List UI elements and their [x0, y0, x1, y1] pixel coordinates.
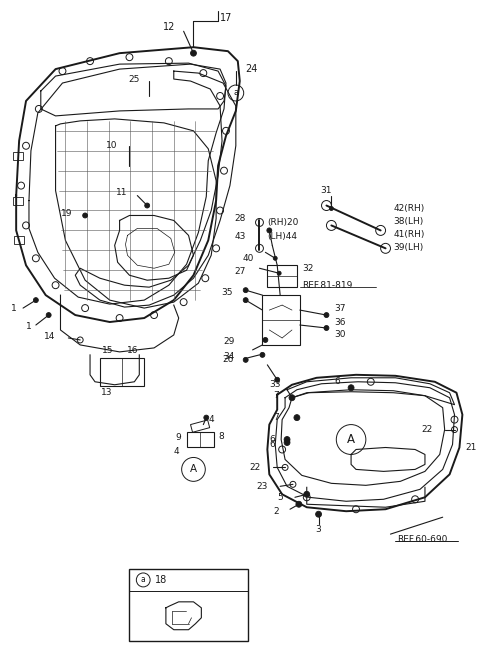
Circle shape	[46, 312, 51, 318]
Bar	[100, 358, 144, 386]
Circle shape	[275, 377, 280, 382]
Text: 2: 2	[274, 506, 279, 516]
Text: 39(LH): 39(LH)	[394, 243, 424, 252]
Circle shape	[316, 511, 322, 517]
Text: 26: 26	[223, 356, 234, 364]
Circle shape	[329, 207, 333, 211]
Text: 7: 7	[274, 413, 279, 422]
Text: 33: 33	[269, 380, 281, 389]
Bar	[267, 265, 297, 287]
Text: a: a	[233, 89, 239, 98]
Text: 8: 8	[218, 432, 224, 441]
Circle shape	[34, 298, 38, 302]
Text: 19: 19	[61, 209, 72, 218]
Circle shape	[284, 440, 290, 445]
Text: 21: 21	[465, 443, 477, 452]
Text: 34: 34	[224, 352, 235, 361]
Circle shape	[267, 228, 272, 233]
Bar	[187, 432, 214, 447]
Text: 1: 1	[11, 304, 17, 313]
Text: 38(LH): 38(LH)	[394, 217, 424, 226]
Circle shape	[144, 203, 150, 208]
Text: 36: 36	[335, 318, 346, 327]
Text: A: A	[347, 433, 355, 446]
Text: 23: 23	[256, 482, 267, 491]
Text: 27: 27	[234, 267, 246, 276]
Text: REF.81-819: REF.81-819	[302, 281, 352, 290]
Circle shape	[294, 415, 300, 420]
Circle shape	[289, 395, 295, 401]
Text: 12: 12	[163, 22, 176, 32]
Text: 11: 11	[116, 188, 128, 197]
Text: (LH)44: (LH)44	[267, 232, 297, 241]
Text: 6: 6	[335, 377, 340, 386]
Circle shape	[191, 50, 196, 56]
Text: 42(RH): 42(RH)	[394, 204, 425, 213]
Text: 10: 10	[106, 141, 118, 150]
Bar	[263, 295, 300, 345]
Text: 40: 40	[242, 254, 253, 263]
Text: 43: 43	[234, 232, 246, 241]
Text: 4: 4	[208, 415, 214, 424]
Text: 22: 22	[421, 425, 433, 434]
Circle shape	[263, 337, 268, 342]
Text: a: a	[141, 575, 145, 584]
Bar	[13, 197, 23, 205]
Circle shape	[348, 385, 354, 391]
Text: 5: 5	[277, 493, 283, 502]
Circle shape	[260, 352, 265, 358]
Text: 30: 30	[335, 331, 346, 339]
Circle shape	[273, 256, 277, 260]
Text: A: A	[190, 464, 197, 474]
Circle shape	[204, 415, 209, 420]
Bar	[14, 236, 24, 244]
Text: 37: 37	[335, 304, 346, 313]
Text: 9: 9	[175, 433, 180, 442]
Text: 15: 15	[102, 346, 114, 355]
Text: 1: 1	[26, 321, 32, 331]
Text: 7: 7	[274, 391, 279, 400]
Text: 18: 18	[155, 575, 168, 585]
Text: 17: 17	[220, 13, 232, 24]
Bar	[191, 420, 210, 432]
Text: 4: 4	[173, 447, 179, 456]
Text: 25: 25	[128, 75, 139, 83]
Circle shape	[83, 213, 87, 218]
Text: 22: 22	[249, 463, 261, 472]
Circle shape	[243, 298, 248, 302]
Text: 24: 24	[246, 64, 258, 74]
Text: 31: 31	[321, 186, 332, 195]
Bar	[13, 152, 23, 159]
Circle shape	[243, 358, 248, 362]
Text: 6: 6	[269, 435, 275, 444]
Text: 28: 28	[234, 214, 246, 223]
Bar	[130, 569, 248, 641]
Text: REF.60-690: REF.60-690	[397, 535, 448, 544]
Text: 3: 3	[316, 525, 322, 533]
Circle shape	[243, 288, 248, 293]
Text: 13: 13	[101, 388, 112, 398]
Text: 16: 16	[127, 346, 138, 355]
Circle shape	[304, 491, 310, 497]
Text: 14: 14	[44, 333, 56, 342]
Circle shape	[277, 271, 281, 276]
Circle shape	[296, 501, 302, 507]
Text: 29: 29	[224, 337, 235, 346]
Circle shape	[284, 436, 290, 443]
Text: 6: 6	[269, 440, 275, 449]
Text: (RH)20: (RH)20	[267, 218, 299, 227]
Text: 41(RH): 41(RH)	[394, 230, 425, 239]
Circle shape	[324, 325, 329, 331]
Text: 32: 32	[302, 264, 313, 273]
Text: 35: 35	[221, 287, 233, 297]
Circle shape	[324, 312, 329, 318]
